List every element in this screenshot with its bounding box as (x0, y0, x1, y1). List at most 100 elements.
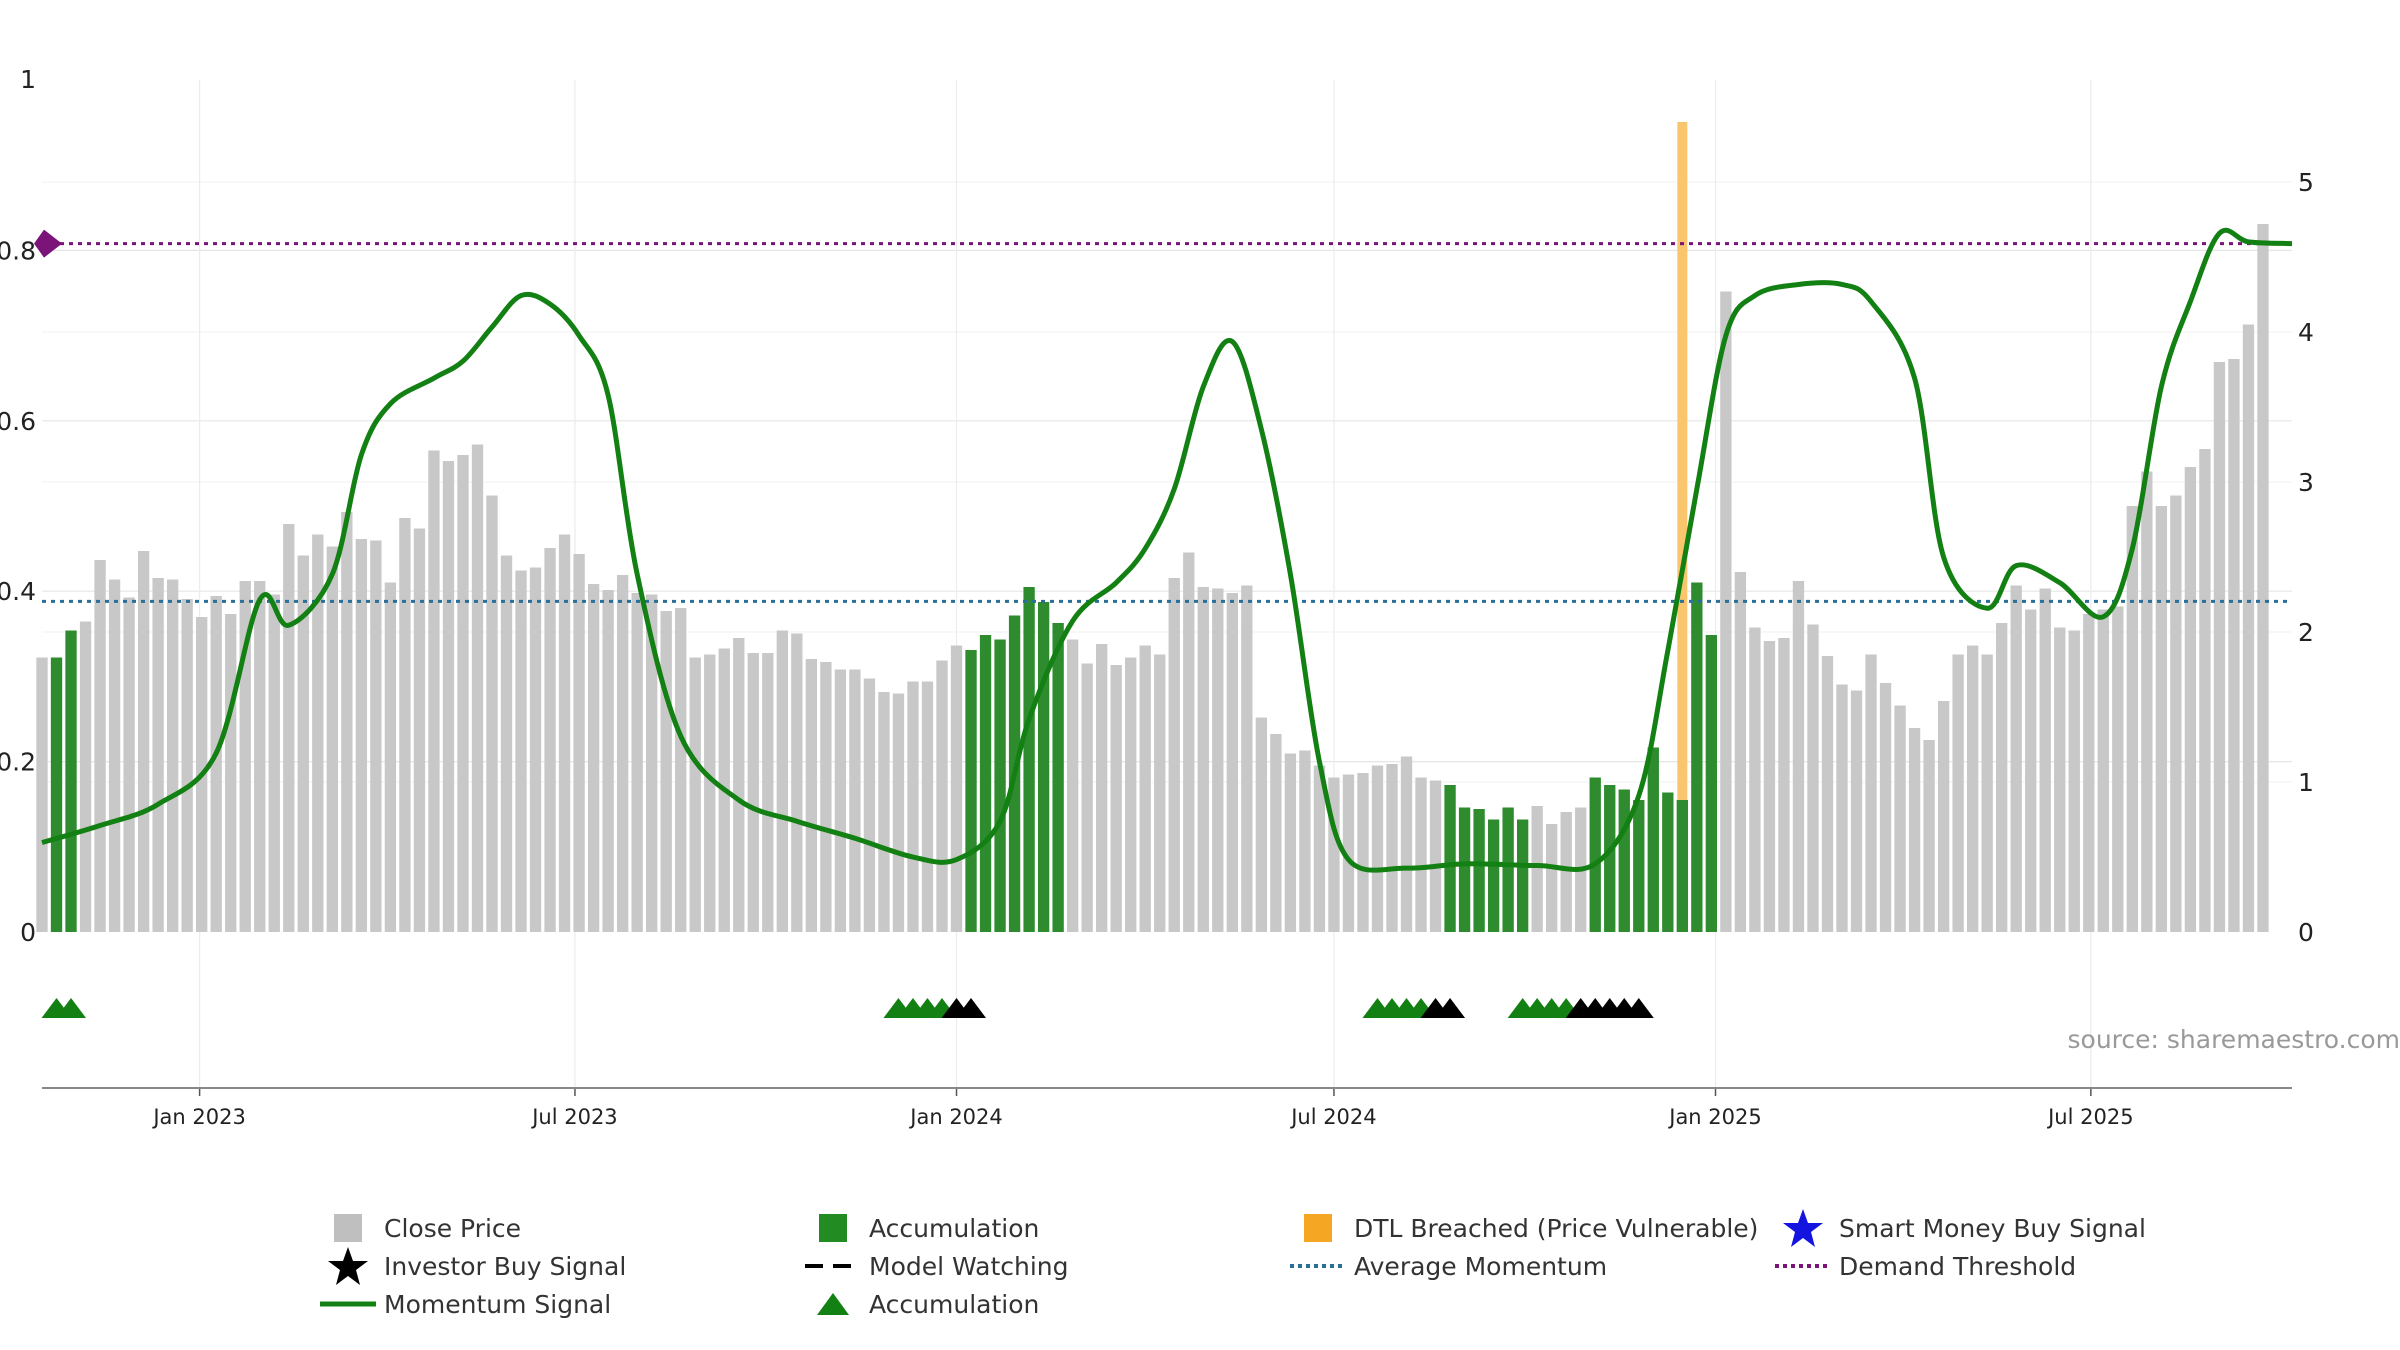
accumulation-bar (1502, 807, 1514, 932)
close-price-bar (500, 555, 513, 932)
legend-item: Demand Threshold (1775, 1248, 2076, 1284)
close-price-bar (558, 534, 571, 932)
accumulation-bar (1676, 800, 1688, 932)
close-price-bar (1125, 657, 1137, 932)
accumulation-bar (65, 630, 77, 932)
close-price-bar (1255, 717, 1268, 932)
close-price-bar (486, 495, 498, 932)
legend: Close Price Accumulation DTL Breached (Pri… (320, 1209, 2220, 1340)
close-price-bar (1981, 654, 1993, 932)
axes: 0 0.2 0.4 0.6 0.8 1 0 1 2 3 4 5 Jan 2023 Jul 2023 Jan … (0, 65, 2314, 1129)
left-tick-label: 1 (20, 65, 36, 94)
close-price-bar (1299, 750, 1311, 932)
close-price-bar (2126, 506, 2138, 932)
accumulation-bar (1473, 809, 1485, 932)
close-price-bar (428, 450, 440, 932)
close-price-bar (166, 579, 179, 932)
close-price-bar (1778, 638, 1790, 932)
legend-item: Accumulation (805, 1286, 1039, 1322)
x-tick-label: Jul 2025 (2046, 1105, 2133, 1129)
close-price-bar (2068, 630, 2080, 932)
close-price-bar (2257, 224, 2269, 932)
close-price-bar (1183, 552, 1195, 932)
legend-label: DTL Breached (Price Vulnerable) (1354, 1213, 1759, 1243)
close-price-bar (341, 512, 353, 932)
close-price-bar (123, 597, 135, 932)
left-tick-label: 0 (20, 918, 36, 947)
legend-label: Accumulation (869, 1213, 1040, 1243)
source-label: source: sharemaestro.com (2068, 1025, 2400, 1054)
legend-label: Model Watching (869, 1251, 1069, 1281)
legend-label: Average Momentum (1354, 1251, 1608, 1281)
close-price-bar (1212, 588, 1224, 932)
close-price-bar (616, 575, 629, 932)
close-price-bars (36, 224, 2269, 932)
right-tick-label: 5 (2298, 168, 2314, 197)
legend-symbol-star (320, 1247, 376, 1285)
close-price-bar (225, 614, 237, 932)
close-price-bar (1720, 291, 1732, 932)
close-price-bar (181, 599, 193, 932)
legend-symbol-line (320, 1286, 376, 1322)
close-price-bar (1879, 683, 1892, 932)
momentum-signal-line (41, 227, 2293, 873)
close-price-bar (529, 567, 542, 932)
legend-label: Momentum Signal (384, 1289, 612, 1319)
close-price-bar (602, 590, 614, 932)
close-price-bar (1734, 572, 1747, 932)
accumulation-bar (1604, 785, 1616, 932)
dtl-breached-band (1677, 122, 1688, 932)
close-price-bar (805, 659, 818, 932)
accumulation-bar (1633, 800, 1645, 932)
close-price-bar (2199, 449, 2211, 932)
accumulation-bar (1487, 819, 1500, 932)
close-price-bar (1226, 593, 1238, 932)
close-price-bar (689, 657, 701, 932)
close-price-bar (254, 581, 266, 932)
close-price-bar (79, 621, 92, 932)
close-price-bar (1821, 656, 1834, 932)
close-price-bar (733, 638, 745, 932)
close-price-bar (631, 593, 643, 932)
accumulation-bar (1647, 747, 1659, 932)
legend-item: Investor Buy Signal (320, 1247, 626, 1285)
legend-item: Model Watching (805, 1248, 1069, 1284)
close-price-bar (1400, 756, 1413, 932)
close-price-bar (137, 551, 150, 932)
close-price-bar (297, 555, 309, 932)
close-price-bar (1386, 764, 1398, 932)
close-price-bar (834, 669, 847, 932)
close-price-bar (457, 455, 469, 932)
close-price-bar (2155, 506, 2168, 932)
close-price-bar (1937, 701, 1950, 932)
close-price-bar (1546, 824, 1558, 932)
close-price-bar (1923, 740, 1935, 932)
legend-label: Demand Threshold (1839, 1251, 2077, 1281)
close-price-bar (2112, 606, 2124, 932)
left-tick-label: 0.2 (0, 748, 36, 777)
close-price-bar (573, 554, 585, 932)
watching-marker (1623, 998, 1654, 1018)
close-price-bar (355, 539, 368, 932)
close-price-bar (1792, 581, 1805, 932)
close-price-bar (1560, 812, 1572, 932)
signal-markers (41, 998, 1654, 1018)
right-tick-label: 2 (2298, 618, 2314, 647)
right-tick-label: 0 (2298, 918, 2314, 947)
close-price-bar (399, 518, 411, 932)
accumulation-bar (1052, 623, 1064, 932)
close-price-bar (2010, 585, 2022, 932)
legend-item: DTL Breached (Price Vulnerable) (1290, 1210, 1758, 1246)
close-price-bar (1110, 665, 1122, 932)
close-price-bar (1749, 627, 1761, 932)
x-tick-label: Jan 2023 (151, 1105, 246, 1129)
close-price-bar (1357, 773, 1369, 932)
momentum-signal-line (41, 227, 2293, 873)
close-price-bar (1908, 728, 1921, 932)
accumulation-bar (965, 650, 977, 932)
close-price-bar (892, 693, 905, 932)
left-tick-label: 0.4 (0, 577, 36, 606)
accumulation-bar (1516, 819, 1529, 932)
accumulation-bar (1662, 792, 1674, 932)
accumulation-bar (1618, 789, 1630, 932)
